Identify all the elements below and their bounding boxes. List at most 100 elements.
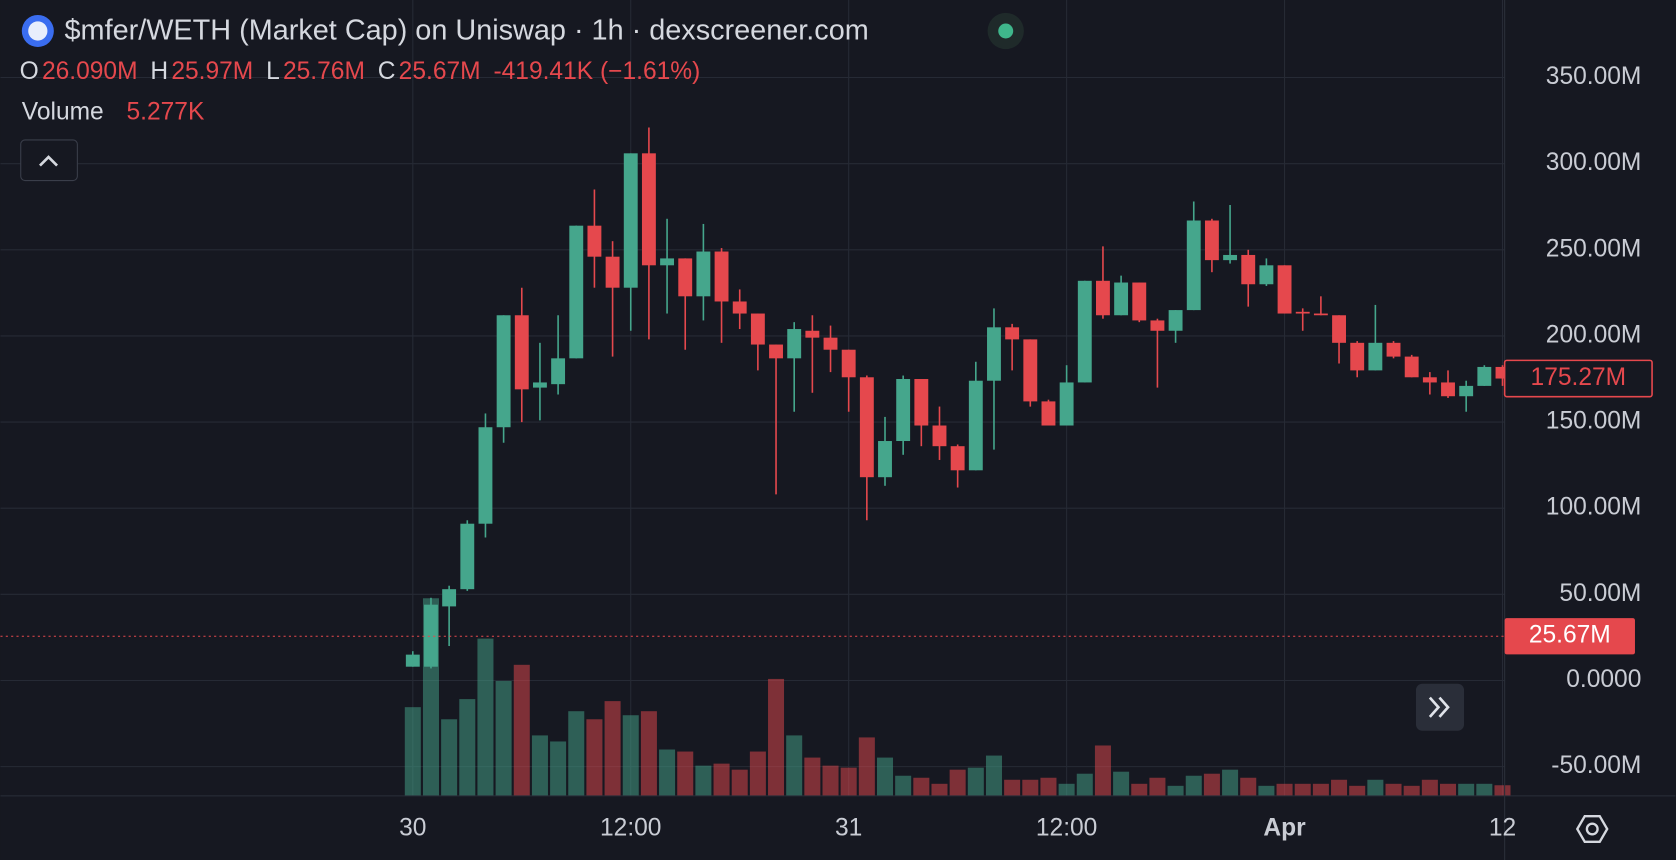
volume-bar (1040, 777, 1057, 796)
last-price-label: 175.27M (1531, 364, 1627, 391)
legend-key: L (266, 58, 280, 85)
candle-body (1114, 282, 1129, 316)
legend-value: 26.090M (42, 58, 138, 85)
settings-button[interactable] (1575, 815, 1609, 844)
candle-body (1059, 382, 1074, 426)
candle-body (987, 327, 1001, 381)
candle-body (1477, 366, 1492, 386)
candle-body (805, 330, 820, 338)
y-tick-label: 300.00M (1546, 149, 1642, 176)
volume-bar (1421, 779, 1438, 796)
volume-bar (1149, 777, 1166, 796)
candle-body (605, 256, 620, 288)
volume-bar (459, 699, 476, 796)
collapse-button[interactable] (20, 139, 78, 182)
y-tick-label: 150.00M (1546, 408, 1642, 435)
volume-bar (1167, 785, 1184, 796)
volume-bar (1385, 783, 1402, 796)
candle-body (1241, 254, 1256, 285)
candle-body (1313, 313, 1328, 316)
candle-body (769, 344, 783, 359)
candles (405, 127, 1510, 669)
volume-bar (967, 767, 984, 796)
y-tick-label: 0.0000 (1566, 666, 1641, 693)
candle-body (623, 153, 638, 288)
candle-body (787, 329, 802, 359)
candle-body (696, 251, 711, 297)
x-tick-label: 31 (835, 815, 862, 842)
volume-bar (1131, 783, 1148, 796)
candle-body (1096, 280, 1110, 316)
candle-body (532, 382, 547, 388)
candle-body (823, 337, 838, 350)
volume-bar (913, 777, 930, 796)
volume-bar (1403, 785, 1420, 796)
volume-bar (1094, 745, 1111, 796)
volume-bar (1331, 779, 1348, 796)
x-tick-label: 30 (399, 815, 426, 842)
y-tick-label: 50.00M (1559, 580, 1641, 607)
candle-body (1495, 366, 1510, 379)
volume-bar (1240, 777, 1257, 796)
volume-bar (640, 711, 657, 796)
volume-bar (659, 749, 676, 796)
candle-body (641, 153, 656, 266)
volume-bar (404, 707, 421, 796)
y-tick-label: 100.00M (1546, 494, 1642, 521)
ohlc-legend: O 26.090M H 25.97M L 25.76M C 25.67M -419.41K (−… (20, 58, 701, 85)
x-tick-label: Apr (1263, 815, 1306, 842)
legend-key: C (378, 58, 396, 85)
candle-body (1168, 310, 1183, 331)
volume-bar (822, 765, 839, 796)
candle-body (1132, 282, 1147, 321)
candle-body (1186, 220, 1201, 311)
candle-body (514, 315, 529, 390)
volume-bar (713, 763, 730, 796)
volume-bar (1367, 779, 1384, 796)
price-line-badge (1504, 618, 1635, 655)
candle-body (1204, 220, 1219, 261)
volume-bar (550, 741, 567, 796)
candle-body (1459, 385, 1474, 397)
volume-name: Volume (22, 99, 104, 126)
volume-bar (1258, 785, 1275, 796)
scroll-icon-a (1428, 696, 1441, 718)
candle-body (569, 225, 584, 359)
legend-value: 25.76M (283, 58, 365, 85)
candle-body (442, 589, 457, 607)
candle-body (478, 427, 493, 524)
volume-bar (840, 767, 857, 796)
volume-bar (786, 735, 803, 796)
candle-body (750, 313, 765, 345)
volume-bar (1004, 779, 1021, 796)
candle-body (405, 654, 420, 667)
volume-bar (1312, 783, 1329, 796)
y-tick-label: 350.00M (1546, 63, 1642, 90)
volume-bar (477, 638, 494, 796)
candle-body (1077, 280, 1092, 383)
volume-bar (1203, 773, 1220, 796)
candle-body (1332, 315, 1346, 343)
candle-body (968, 380, 983, 471)
candle-body (1422, 377, 1437, 383)
candle-body (551, 358, 566, 385)
volume-bar (1440, 783, 1457, 796)
volume-value: 5.277K (126, 99, 204, 126)
candle-body (1441, 382, 1455, 397)
collapse-icon (39, 155, 59, 167)
legend-change: -419.41K (−1.61%) (493, 58, 700, 85)
candle-body (1223, 254, 1238, 261)
settings-icon-center (1585, 822, 1599, 836)
price-line-label: 25.67M (1529, 622, 1611, 649)
volume-bar (604, 701, 621, 796)
volume-bar (622, 715, 639, 796)
last-price-badge (1503, 359, 1653, 398)
volume-bar (1222, 769, 1239, 796)
candle-body (1368, 342, 1383, 371)
volume-bar (1294, 783, 1311, 796)
legend-key: O (20, 58, 39, 85)
x-tick-label: 12:00 (1036, 815, 1097, 842)
scroll-icon-b (1438, 696, 1450, 718)
